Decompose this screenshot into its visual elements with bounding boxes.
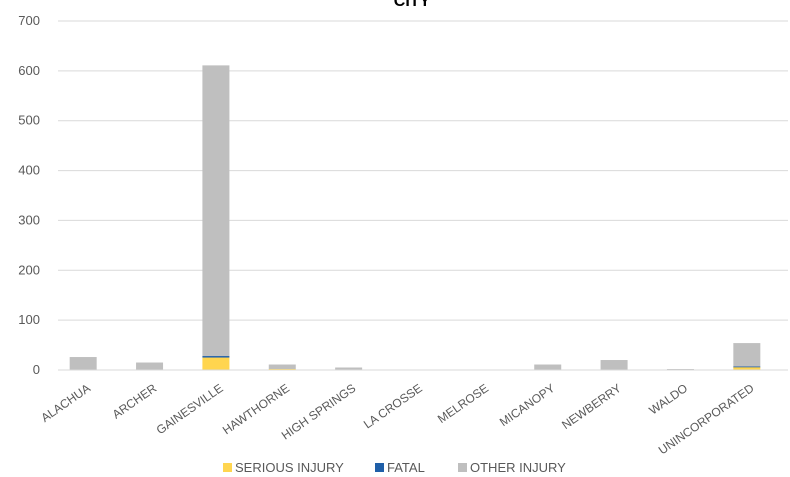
legend-label: OTHER INJURY (470, 460, 566, 475)
chart-title: CITY (394, 0, 431, 10)
legend-swatch (223, 463, 232, 472)
legend-item: SERIOUS INJURY (223, 460, 344, 475)
y-tick-label: 100 (18, 312, 40, 327)
bar-segment (202, 65, 230, 357)
x-tick-label: ARCHER (110, 381, 160, 422)
gridlines (58, 20, 788, 371)
x-tick-label: LA CROSSE (361, 381, 425, 431)
x-tick-label: GAINESVILLE (154, 381, 226, 437)
bar-segment (600, 360, 628, 370)
legend-label: SERIOUS INJURY (235, 460, 344, 475)
bar-segment (733, 367, 761, 370)
x-tick-label: WALDO (646, 381, 690, 417)
legend: SERIOUS INJURY FATAL OTHER INJURY (223, 460, 566, 475)
y-axis: 0 100 200 300 400 500 600 700 (18, 13, 40, 377)
bars (69, 65, 761, 371)
y-tick-label: 400 (18, 163, 40, 178)
y-tick-label: 700 (18, 13, 40, 28)
legend-swatch (375, 463, 384, 472)
y-tick-label: 200 (18, 262, 40, 277)
bar-segment (136, 362, 164, 370)
y-tick-label: 600 (18, 63, 40, 78)
bar-segment (534, 364, 562, 370)
bar-segment (69, 357, 97, 370)
bar-segment (733, 366, 761, 368)
x-tick-label: MELROSE (435, 381, 491, 426)
legend-item: FATAL (375, 460, 425, 475)
x-tick-label: MICANOPY (497, 381, 557, 429)
bar-segment (202, 357, 230, 370)
y-tick-label: 0 (33, 362, 40, 377)
x-tick-label: HIGH SPRINGS (279, 381, 359, 443)
x-tick-label: NEWBERRY (559, 381, 624, 432)
legend-label: FATAL (387, 460, 425, 475)
bar-segment (202, 356, 230, 358)
bar-segment (733, 343, 761, 367)
x-tick-label: ALACHUA (38, 381, 92, 425)
bar-segment (335, 367, 363, 370)
legend-item: OTHER INJURY (458, 460, 566, 475)
bar-segment (268, 364, 296, 370)
legend-swatch (458, 463, 467, 472)
y-tick-label: 500 (18, 113, 40, 128)
y-tick-label: 300 (18, 212, 40, 227)
